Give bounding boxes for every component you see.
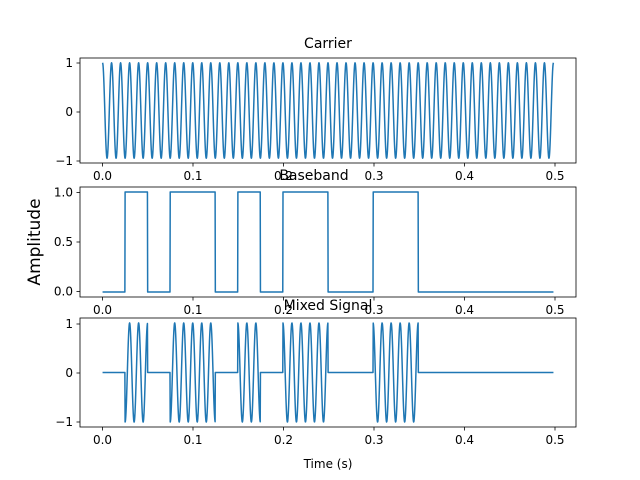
carrier-ytick-label: 0 [65,105,73,119]
mixed-xtick-label: 0.1 [183,433,202,447]
baseband-xtick-label: 0.2 [274,303,293,317]
baseband-ytick-label: 0.5 [54,235,73,249]
baseband-title: Baseband [279,168,348,184]
carrier-ytick-label: −1 [55,154,73,168]
baseband-xtick-label: 0.0 [93,303,112,317]
carrier-xtick-label: 0.3 [364,169,383,183]
carrier-axes-frame [79,57,577,164]
shared-xlabel: Time (s) [303,457,353,471]
mixed-xtick-label: 0.4 [455,433,474,447]
baseband-yticks: 1.0 0.5 0.0 [54,186,80,299]
baseband-xtick-label: 0.1 [183,303,202,317]
mixed-xticks: 0.0 0.1 0.2 0.3 0.4 0.5 [93,427,565,447]
mixed-title: Mixed Signal [284,298,373,314]
mixed-xtick-label: 0.3 [364,433,383,447]
carrier-subplot: Carrier 0.0 0.1 0.2 0.3 0.4 0.5 1 0 −1 [55,36,577,183]
baseband-ytick-label: 1.0 [54,186,73,200]
baseband-xticks: 0.0 0.1 0.2 0.3 0.4 0.5 [93,297,565,317]
carrier-xtick-label: 0.0 [93,169,112,183]
mixed-ytick-label: −1 [55,415,73,429]
carrier-series-line [101,62,555,159]
baseband-ytick-label: 0.0 [54,285,73,299]
mixed-yticks: 1 0 −1 [55,317,80,429]
carrier-title: Carrier [304,36,352,52]
mixed-subplot: Mixed Signal 0.0 0.1 0.2 0.3 0.4 0.5 1 0… [55,298,577,447]
mixed-ytick-label: 0 [65,366,73,380]
baseband-xtick-label: 0.4 [455,303,474,317]
mixed-xtick-label: 0.5 [545,433,564,447]
mixed-ytick-label: 1 [65,317,73,331]
carrier-xticks: 0.0 0.1 0.2 0.3 0.4 0.5 [93,163,565,183]
baseband-subplot: Baseband 0.0 0.1 0.2 0.3 0.4 0.5 1.0 0.5… [54,168,577,317]
carrier-xtick-label: 0.4 [455,169,474,183]
baseband-xtick-label: 0.3 [364,303,383,317]
carrier-ytick-label: 1 [65,56,73,70]
carrier-xtick-label: 0.5 [545,169,564,183]
mixed-axes-frame [79,317,577,428]
carrier-xtick-label: 0.2 [274,169,293,183]
carrier-yticks: 1 0 −1 [55,56,80,168]
baseband-series-line [102,191,554,293]
baseband-xtick-label: 0.5 [545,303,564,317]
shared-ylabel: Amplitude [25,198,45,285]
mixed-xtick-label: 0.2 [274,433,293,447]
mixed-series-line [102,322,554,423]
carrier-xtick-label: 0.1 [183,169,202,183]
mixed-xtick-label: 0.0 [93,433,112,447]
baseband-axes-frame [79,186,577,298]
